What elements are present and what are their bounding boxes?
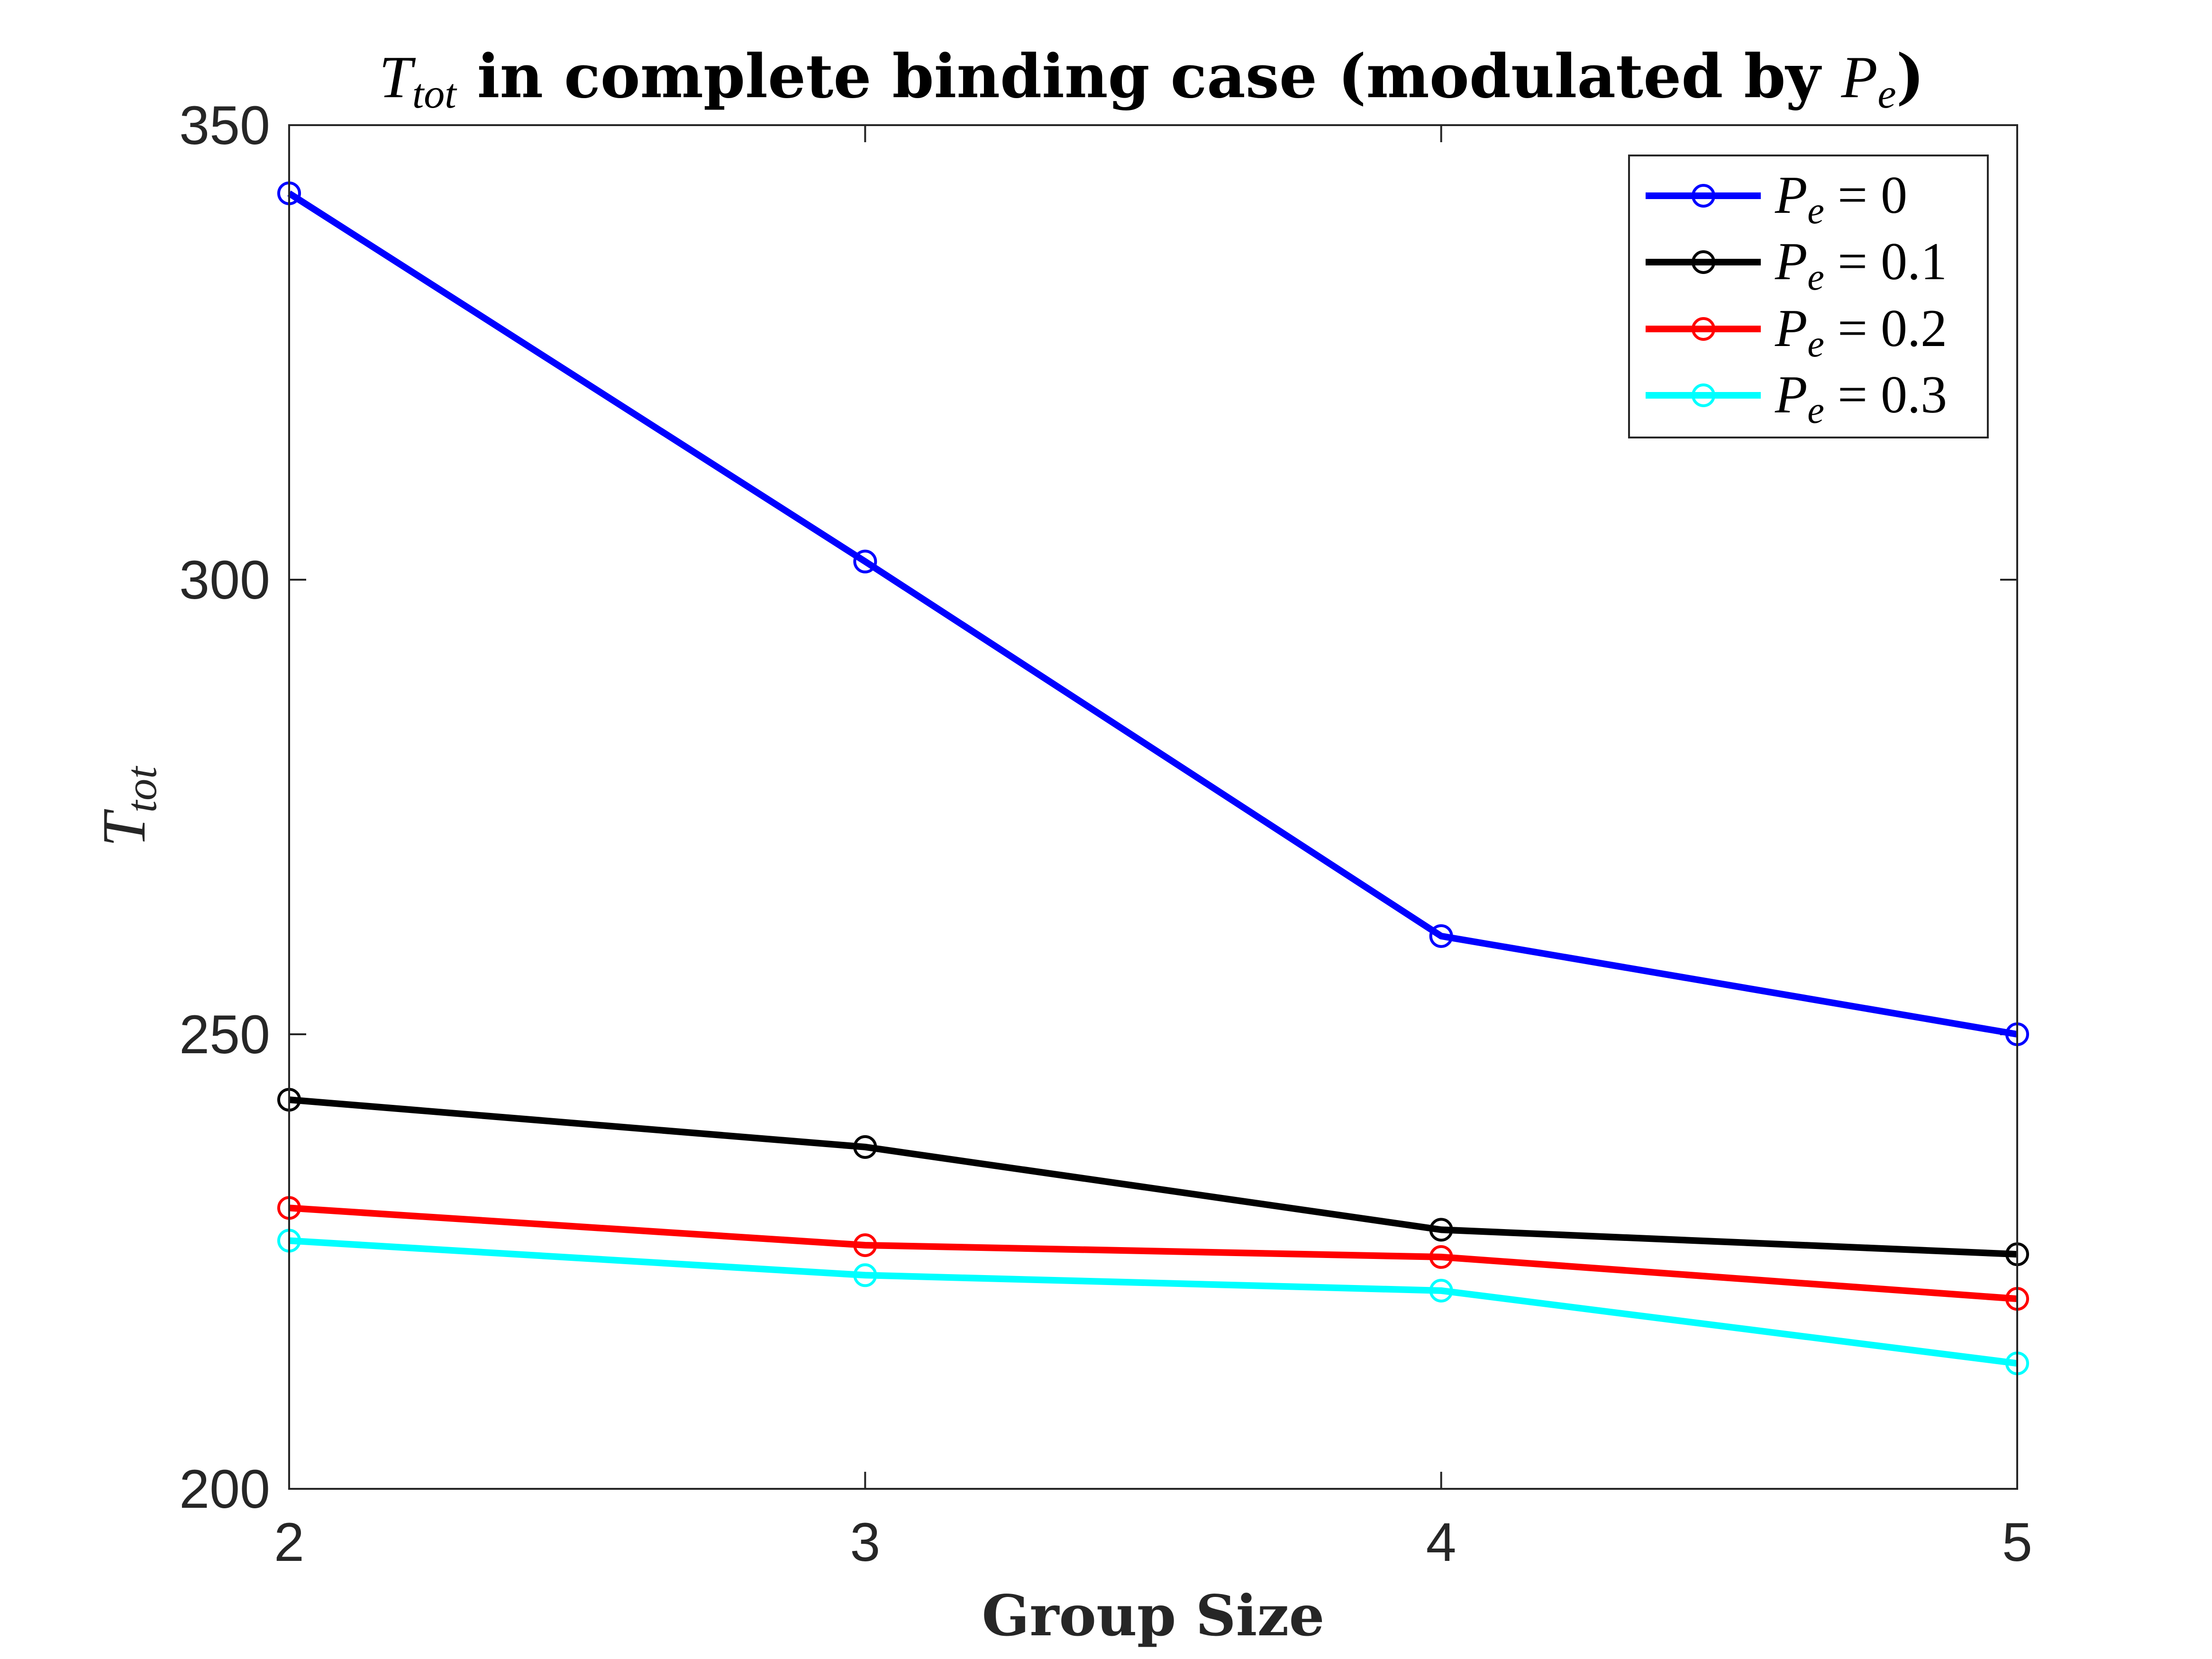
x-tick-label: 3	[850, 1512, 880, 1573]
legend-marker	[1692, 184, 1715, 208]
data-point	[1429, 1278, 1453, 1303]
series-line	[289, 1096, 2018, 1258]
legend-label-rest: = 0.2	[1824, 299, 1947, 358]
data-point	[1429, 1218, 1453, 1242]
legend: Pe = 0Pe = 0.1Pe = 0.2Pe = 0.3	[1628, 155, 1989, 438]
legend-box	[1628, 155, 1989, 438]
title-math-P: P	[1841, 45, 1878, 110]
x-tick-label: 5	[2002, 1512, 2032, 1573]
series-line	[287, 190, 2018, 1038]
legend-label-main: P	[1775, 299, 1807, 358]
data-point	[1429, 1245, 1453, 1269]
legend-label: Pe = 0.2	[1775, 299, 1947, 365]
data-point	[853, 1135, 877, 1159]
legend-label: Pe = 0	[1775, 166, 1907, 232]
y-tick-label: 350	[179, 95, 270, 156]
legend-marker	[1692, 383, 1715, 407]
y-axis-label-sub: tot	[117, 766, 165, 813]
legend-label-rest: = 0.3	[1824, 365, 1947, 424]
title-math-sub2: e	[1878, 71, 1896, 117]
title-math-sub: tot	[412, 71, 457, 117]
legend-item: Pe = 0.2	[1646, 299, 1947, 365]
x-tick-label: 2	[274, 1512, 304, 1573]
legend-item: Pe = 0	[1646, 166, 1907, 232]
chart-title: Ttot in complete binding case (modulated…	[379, 41, 1924, 117]
legend-label: Pe = 0.1	[1775, 232, 1947, 298]
legend-label-rest: = 0.1	[1824, 232, 1947, 291]
data-point	[853, 1233, 877, 1257]
legend-label-main: P	[1775, 166, 1807, 225]
data-point	[853, 549, 877, 574]
y-axis-label-main: T	[90, 809, 158, 847]
y-axis-label: Ttot	[90, 766, 165, 847]
x-tick-label: 4	[1426, 1512, 1456, 1573]
plot-frame	[288, 124, 2018, 1490]
title-close: )	[1896, 41, 1925, 111]
legend-item: Pe = 0.1	[1646, 232, 1947, 298]
data-point	[1429, 924, 1453, 948]
legend-label-sub: e	[1807, 256, 1824, 298]
legend-label-sub: e	[1807, 190, 1824, 232]
legend-label-main: P	[1775, 232, 1807, 291]
series-line	[289, 1237, 2018, 1367]
legend-label-main: P	[1775, 365, 1807, 424]
legend-label-sub: e	[1807, 323, 1824, 365]
title-text: in complete binding case (modulated by	[456, 41, 1841, 111]
legend-marker	[1692, 317, 1715, 341]
legend-item: Pe = 0.3	[1646, 365, 1947, 431]
legend-label: Pe = 0.3	[1775, 365, 1947, 431]
data-point	[853, 1263, 877, 1287]
series-lines	[277, 181, 2029, 1376]
legend-label-sub: e	[1807, 390, 1824, 431]
y-tick-label: 200	[179, 1459, 270, 1520]
series-line	[289, 1204, 2018, 1303]
title-math-T: T	[379, 45, 416, 110]
legend-label-rest: = 0	[1824, 166, 1907, 225]
y-tick-label: 250	[179, 1004, 270, 1065]
y-tick-label: 300	[179, 550, 270, 611]
axes: 2 3 4 5 200 250 300 350	[179, 95, 2032, 1573]
x-axis-label: Group Size	[982, 1583, 1324, 1649]
legend-marker	[1692, 250, 1715, 274]
